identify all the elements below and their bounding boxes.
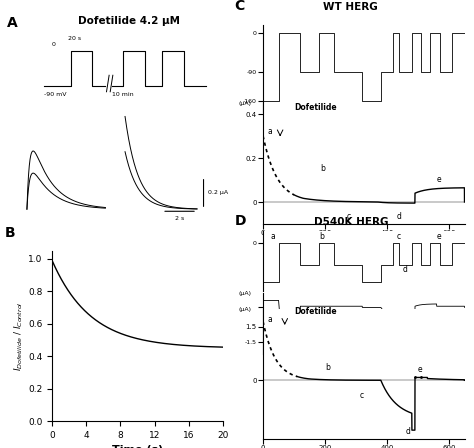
Text: e: e xyxy=(437,232,441,241)
Text: Dofetilide: Dofetilide xyxy=(294,307,337,316)
Text: 0.2 μA: 0.2 μA xyxy=(208,190,228,195)
Text: B: B xyxy=(5,226,15,241)
Text: 20 s: 20 s xyxy=(68,36,82,41)
Text: c: c xyxy=(359,391,363,400)
Text: c: c xyxy=(396,232,401,241)
Text: Dofetilide 4.2 μM: Dofetilide 4.2 μM xyxy=(78,16,181,26)
Text: d: d xyxy=(396,211,401,220)
Text: A: A xyxy=(7,16,18,30)
Text: 0: 0 xyxy=(51,43,55,47)
Text: d: d xyxy=(406,426,410,436)
Text: e: e xyxy=(437,175,441,184)
Text: (μA): (μA) xyxy=(238,307,251,312)
Text: c: c xyxy=(347,211,351,220)
Text: (μA): (μA) xyxy=(238,291,251,296)
Text: (μA): (μA) xyxy=(238,101,251,106)
Text: d: d xyxy=(402,265,408,274)
Text: a: a xyxy=(271,232,275,241)
Text: e: e xyxy=(418,366,423,375)
X-axis label: Time (s): Time (s) xyxy=(112,445,163,448)
Y-axis label: $\mathit{I}_{Dofetilide}$ / $\mathit{I}_{Control}$: $\mathit{I}_{Dofetilide}$ / $\mathit{I}_… xyxy=(13,301,25,371)
Text: a: a xyxy=(268,314,273,323)
Text: b: b xyxy=(325,362,330,372)
Text: b: b xyxy=(320,164,325,173)
Text: a: a xyxy=(268,127,273,136)
Text: D540K HERG: D540K HERG xyxy=(313,217,388,227)
Text: WT HERG: WT HERG xyxy=(323,2,378,12)
Text: D: D xyxy=(235,214,246,228)
Text: b: b xyxy=(319,232,324,241)
Text: C: C xyxy=(235,0,245,13)
Text: 2 s: 2 s xyxy=(175,215,184,220)
Text: 10 min: 10 min xyxy=(112,92,134,97)
Text: -90 mV: -90 mV xyxy=(45,92,67,97)
Text: Dofetilide: Dofetilide xyxy=(294,103,337,112)
